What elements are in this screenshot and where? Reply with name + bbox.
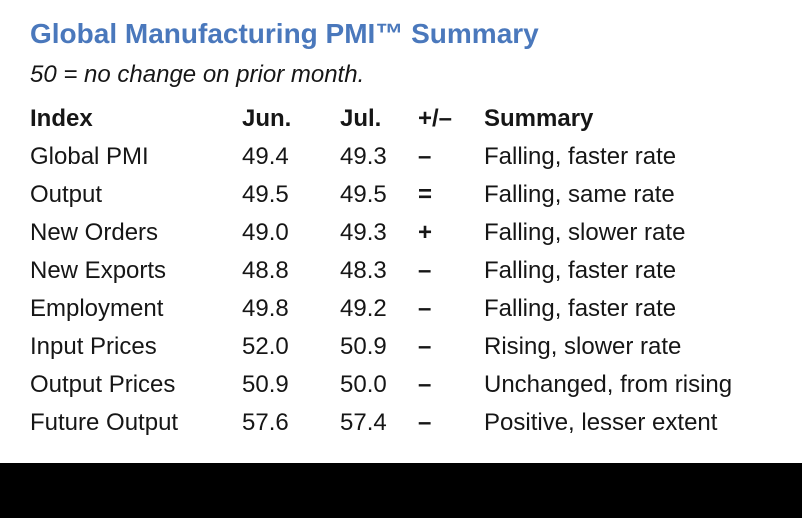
change-cell: – [418,295,432,322]
change-cell: – [418,409,432,436]
index-cell: New Exports [30,257,167,284]
summary-cell: Falling, faster rate [484,295,677,322]
summary-cell: Falling, faster rate [484,143,677,170]
column-header-summary: Summary [484,105,594,132]
summary-cell: Falling, faster rate [484,257,677,284]
column-header-jun: Jun. [242,105,292,132]
change-cell: – [418,257,432,284]
jul-cell: 50.9 [340,333,387,360]
index-cell: Input Prices [30,333,157,360]
index-cell: Global PMI [30,143,149,170]
table-row: Global PMI 49.4 49.3 – Falling, faster r… [30,138,782,176]
jun-cell: 49.8 [242,295,289,322]
change-cell: – [418,333,432,360]
jul-cell: 49.3 [340,143,387,170]
jul-cell: 50.0 [340,371,387,398]
index-cell: New Orders [30,219,159,246]
change-cell: + [418,219,433,246]
jun-cell: 48.8 [242,257,289,284]
pmi-summary-table: Index Jun. Jul. +/– Summary Global PMI 4… [30,100,782,442]
table-row: Input Prices 52.0 50.9 – Rising, slower … [30,328,782,366]
change-cell: = [418,181,433,208]
jun-cell: 49.0 [242,219,289,246]
page-subtitle: 50 = no change on prior month. [30,61,365,88]
jun-cell: 57.6 [242,409,289,436]
table-row: Output 49.5 49.5 = Falling, same rate [30,176,782,214]
table-row: Output Prices 50.9 50.0 – Unchanged, fro… [30,366,782,404]
table-row: New Orders 49.0 49.3 + Falling, slower r… [30,214,782,252]
jul-cell: 48.3 [340,257,387,284]
jun-cell: 49.4 [242,143,289,170]
summary-cell: Falling, slower rate [484,219,686,246]
index-cell: Future Output [30,409,179,436]
table-row: New Exports 48.8 48.3 – Falling, faster … [30,252,782,290]
column-header-change: +/– [418,105,453,132]
index-cell: Output [30,181,103,208]
jul-cell: 57.4 [340,409,387,436]
index-cell: Output Prices [30,371,176,398]
column-header-jul: Jul. [340,105,382,132]
jul-cell: 49.2 [340,295,387,322]
change-cell: – [418,143,432,170]
jun-cell: 50.9 [242,371,289,398]
summary-cell: Positive, lesser extent [484,409,718,436]
table-row: Future Output 57.6 57.4 – Positive, less… [30,404,782,442]
change-cell: – [418,371,432,398]
jul-cell: 49.3 [340,219,387,246]
jul-cell: 49.5 [340,181,387,208]
jun-cell: 49.5 [242,181,289,208]
summary-cell: Unchanged, from rising [484,371,733,398]
column-header-index: Index [30,105,93,132]
index-cell: Employment [30,295,164,322]
jun-cell: 52.0 [242,333,289,360]
summary-cell: Falling, same rate [484,181,675,208]
page-title: Global Manufacturing PMI™ Summary [30,18,539,49]
report-content: Global Manufacturing PMI™ Summary 50 = n… [30,18,782,442]
table-header-row: Index Jun. Jul. +/– Summary [30,100,782,138]
bottom-black-bar [0,463,802,518]
table-row: Employment 49.8 49.2 – Falling, faster r… [30,290,782,328]
summary-cell: Rising, slower rate [484,333,682,360]
